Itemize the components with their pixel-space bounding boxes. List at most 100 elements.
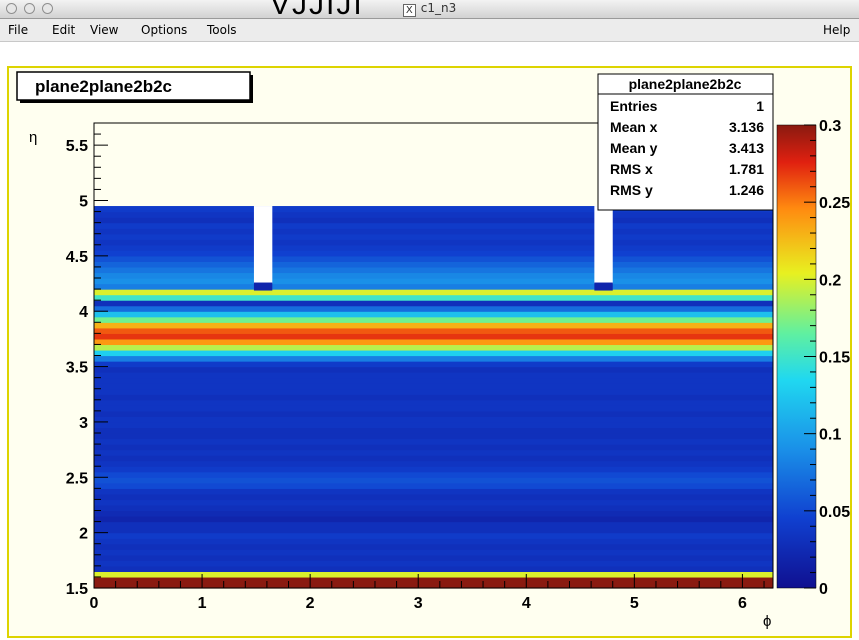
heatmap-row xyxy=(94,427,773,434)
y-tick-label: 5.5 xyxy=(66,138,88,155)
heatmap-row xyxy=(94,372,773,379)
heatmap-row xyxy=(94,560,773,567)
y-tick-label: 3 xyxy=(79,415,88,432)
heatmap-row xyxy=(94,482,773,489)
empty-bin xyxy=(253,206,273,284)
menubar: File Edit View Options Tools Help xyxy=(0,19,859,42)
heatmap-row xyxy=(94,233,773,240)
heatmap-row xyxy=(94,217,773,224)
heatmap-row xyxy=(94,361,773,368)
x-tick-label: 2 xyxy=(306,595,315,612)
heatmap-row xyxy=(94,394,773,401)
y-tick-label: 4 xyxy=(79,304,88,321)
menu-options[interactable]: Options xyxy=(141,23,188,37)
stats-value: 3.136 xyxy=(729,119,764,135)
stats-rows: Entries 1 Mean x 3.136 Mean y 3.413 RMS x 1.781… xyxy=(610,98,764,198)
stats-title: plane2plane2b2c xyxy=(629,76,742,92)
menu-tools[interactable]: Tools xyxy=(207,23,237,37)
heatmap-row xyxy=(94,322,773,329)
z-tick-label: 0.3 xyxy=(819,118,841,135)
z-tick-label: 0 xyxy=(819,581,828,598)
stats-label: Entries xyxy=(610,98,658,114)
heatmap-row xyxy=(94,477,773,484)
heatmap-row xyxy=(94,444,773,451)
x11-icon: X xyxy=(402,4,416,17)
heatmap-row xyxy=(94,493,773,501)
x-tick-label: 1 xyxy=(198,595,207,612)
heatmap-row xyxy=(94,327,773,334)
heatmap-row xyxy=(94,527,773,534)
heatmap-row xyxy=(94,471,773,478)
heatmap-row xyxy=(94,571,773,578)
x-tick-label: 6 xyxy=(738,595,747,612)
heatmap-row xyxy=(94,206,773,213)
heatmap-row xyxy=(94,239,773,246)
heatmap-row xyxy=(94,499,773,506)
heatmap-row xyxy=(94,460,773,467)
heatmap-row xyxy=(94,543,773,550)
y-tick-label: 4.5 xyxy=(66,249,88,266)
heatmap-cells xyxy=(94,206,773,589)
heatmap-row xyxy=(94,521,773,528)
heatmap-row xyxy=(94,532,773,539)
x-axis: 0 1 2 3 4 5 6 xyxy=(90,574,765,612)
heatmap-row xyxy=(94,366,773,373)
cropped-heading-fragment: VJJIJI xyxy=(270,0,364,21)
menu-view[interactable]: View xyxy=(90,23,119,37)
z-tick-label: 0.25 xyxy=(819,195,850,212)
chart-title: plane2plane2b2c xyxy=(35,77,172,96)
stats-value: 1.246 xyxy=(729,182,764,198)
heatmap-row xyxy=(94,410,773,417)
x-tick-label: 3 xyxy=(414,595,423,612)
z-tick-label: 0.2 xyxy=(819,272,841,289)
heatmap-row xyxy=(94,538,773,545)
heatmap-row xyxy=(94,416,773,423)
heatmap-row xyxy=(94,349,773,357)
heatmap-row xyxy=(94,211,773,218)
heatmap-row xyxy=(94,449,773,456)
z-tick-label: 0.15 xyxy=(819,350,850,367)
heatmap-row xyxy=(94,355,773,362)
heatmap-row xyxy=(94,488,773,495)
heatmap-row xyxy=(94,383,773,390)
color-scale-axis: 0 0.05 0.1 0.15 0.2 0.25 0.3 xyxy=(804,118,850,598)
heatmap-row xyxy=(94,565,773,572)
heatmap-row xyxy=(94,554,773,561)
heatmap-row xyxy=(94,305,773,312)
heatmap-row xyxy=(94,338,773,346)
heatmap-row xyxy=(94,228,773,235)
stats-box: plane2plane2b2c Entries 1 Mean x 3.136 Mean … xyxy=(597,73,774,211)
x-axis-label: ϕ xyxy=(763,613,771,630)
heatmap-row xyxy=(94,466,773,473)
heatmap-row xyxy=(94,255,773,262)
z-tick-label: 0.1 xyxy=(819,427,841,444)
empty-bin xyxy=(594,206,613,284)
heatmap-row xyxy=(94,244,773,251)
heatmap-row xyxy=(94,455,773,462)
heatmap-row xyxy=(94,421,773,429)
stats-label: Mean x xyxy=(610,119,658,135)
heatmap-row xyxy=(94,333,773,340)
heatmap-row xyxy=(94,433,773,440)
heatmap-row xyxy=(94,388,773,395)
x-tick-label: 4 xyxy=(522,595,531,612)
heatmap-row xyxy=(94,278,773,285)
heatmap-row xyxy=(94,250,773,257)
menu-help[interactable]: Help xyxy=(823,23,851,37)
heatmap-row xyxy=(94,405,773,412)
window-close-button[interactable] xyxy=(6,3,17,14)
heatmap-gaps xyxy=(253,206,613,291)
menu-file[interactable]: File xyxy=(8,23,29,37)
z-tick-label: 0.05 xyxy=(819,504,850,521)
menu-edit[interactable]: Edit xyxy=(52,23,76,37)
heatmap-row xyxy=(94,283,773,290)
title-box-shadow xyxy=(250,75,253,103)
stats-label: RMS x xyxy=(610,161,653,177)
y-tick-label: 1.5 xyxy=(66,581,88,598)
window-zoom-button[interactable] xyxy=(42,3,53,14)
heatmap-row xyxy=(94,377,773,384)
window-minimize-button[interactable] xyxy=(24,3,35,14)
